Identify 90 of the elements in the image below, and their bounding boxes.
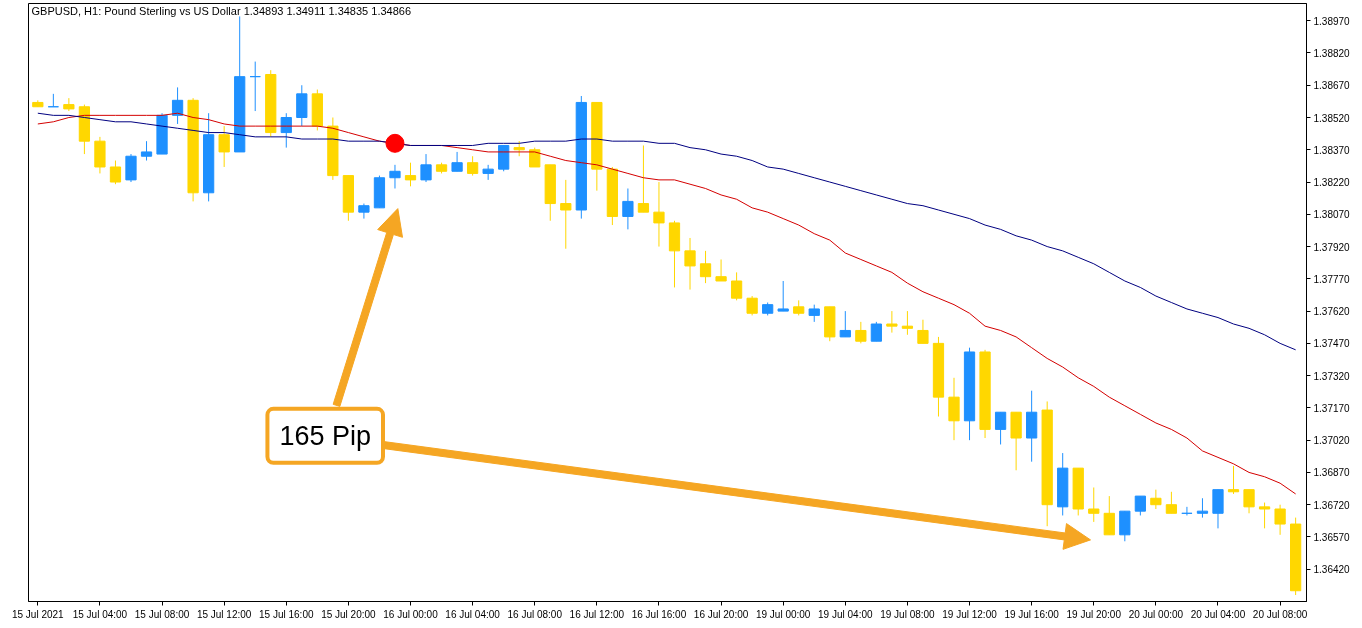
- candlestick: [637, 144, 650, 213]
- line-series: [37, 112, 1297, 351]
- y-tick-label: 1.38370: [1313, 144, 1351, 156]
- candlestick: [451, 151, 463, 172]
- y-tick-label: 1.36870: [1313, 467, 1351, 479]
- x-tick-label: 19 Jul 00:00: [755, 608, 811, 620]
- candlestick: [466, 155, 479, 177]
- x-tick-label: 15 Jul 08:00: [134, 608, 190, 620]
- y-tick-label: 1.38220: [1313, 177, 1351, 189]
- candlestick: [1243, 489, 1255, 514]
- x-tick-label: 15 Jul 12:00: [196, 608, 252, 620]
- candlestick: [1088, 486, 1100, 523]
- y-tick-label: 1.38670: [1313, 80, 1351, 92]
- candlestick: [404, 162, 417, 187]
- x-tick-label: 20 Jul 08:00: [1252, 608, 1308, 620]
- candlestick: [1150, 489, 1162, 510]
- candlestick: [777, 280, 789, 312]
- candlestick: [63, 97, 75, 112]
- y-tick-label: 1.36570: [1313, 531, 1351, 543]
- x-tick-label: 16 Jul 20:00: [693, 608, 749, 620]
- y-tick-label: 1.37620: [1313, 306, 1351, 318]
- x-tick-label: 19 Jul 20:00: [1066, 608, 1122, 620]
- candlestick: [684, 237, 696, 291]
- candlestick: [917, 319, 929, 344]
- candlestick: [560, 179, 572, 250]
- candlestick: [482, 164, 494, 181]
- y-tick-label: 1.38970: [1313, 15, 1351, 27]
- candlestick: [125, 153, 137, 183]
- x-tick-label: 20 Jul 04:00: [1190, 608, 1246, 620]
- candlestick: [715, 258, 727, 282]
- x-tick-label: 16 Jul 00:00: [383, 608, 439, 620]
- candlestick: [389, 164, 401, 189]
- x-tick-label: 16 Jul 16:00: [631, 608, 687, 620]
- candlestick: [218, 125, 230, 168]
- candlestick: [1103, 495, 1115, 536]
- chart-title: GBPUSD, H1: Pound Sterling vs US Dollar 1.34893 1.34911 1.34835 1.34866: [31, 4, 412, 17]
- x-tick-label: 15 Jul 04:00: [72, 608, 128, 620]
- y-tick-label: 1.38520: [1313, 112, 1351, 124]
- candlestick: [901, 310, 914, 336]
- candlestick: [886, 310, 898, 334]
- candlestick: [420, 153, 432, 183]
- candlestick: [1258, 502, 1271, 529]
- candlestick: [109, 160, 122, 185]
- y-tick-label: 1.37470: [1313, 338, 1351, 350]
- candlestick: [1212, 489, 1224, 529]
- candlestick: [1119, 510, 1131, 542]
- x-tick-label: 19 Jul 12:00: [942, 608, 998, 620]
- y-tick-label: 1.37920: [1313, 241, 1351, 253]
- y-tick-label: 1.37320: [1313, 370, 1351, 382]
- y-tick-label: 1.36720: [1313, 499, 1351, 511]
- candlestick: [1134, 495, 1146, 516]
- y-tick-label: 1.37770: [1313, 273, 1351, 285]
- x-tick-label: 19 Jul 16:00: [1004, 608, 1060, 620]
- y-tick-label: 1.38070: [1313, 209, 1351, 221]
- candlestick: [1196, 497, 1209, 519]
- candlestick: [47, 93, 59, 108]
- x-tick-label: 15 Jul 20:00: [321, 608, 377, 620]
- candlestick: [1181, 506, 1193, 516]
- x-tick-label: 19 Jul 04:00: [818, 608, 873, 620]
- candlestick: [249, 61, 261, 112]
- candlestick: [839, 310, 851, 338]
- candlestick: [855, 321, 867, 344]
- candlestick: [498, 144, 510, 172]
- candlestick: [699, 250, 712, 284]
- x-tick-label: 16 Jul 04:00: [445, 608, 501, 620]
- candlestick: [870, 321, 882, 342]
- candlestick: [622, 187, 634, 230]
- candlestick: [529, 147, 541, 168]
- candlestick: [948, 377, 960, 441]
- candlestick: [1274, 504, 1286, 536]
- x-tick-label: 15 Jul 16:00: [259, 608, 314, 620]
- candlestick: [358, 203, 370, 220]
- y-tick-label: 1.37020: [1313, 435, 1351, 447]
- y-tick-label: 1.37170: [1313, 402, 1351, 414]
- x-tick-label: 16 Jul 12:00: [569, 608, 625, 620]
- candlestick: [296, 84, 308, 127]
- x-tick-label: 16 Jul 08:00: [507, 608, 563, 620]
- candlestick: [746, 295, 758, 316]
- y-tick-label: 1.38820: [1313, 47, 1351, 59]
- candlestick: [1165, 491, 1178, 514]
- candlestick: [140, 140, 153, 162]
- y-tick-label: 1.36420: [1313, 564, 1351, 576]
- x-tick-label: 20 Jul 00:00: [1128, 608, 1184, 620]
- annotation: 165 Pip: [279, 420, 372, 451]
- candlestick: [1227, 465, 1240, 495]
- x-tick-label: 15 Jul 2021: [11, 608, 65, 620]
- candlestick: [994, 411, 1007, 445]
- candlestick: [653, 181, 665, 248]
- candlestick: [730, 271, 743, 301]
- x-tick-label: 19 Jul 08:00: [880, 608, 936, 620]
